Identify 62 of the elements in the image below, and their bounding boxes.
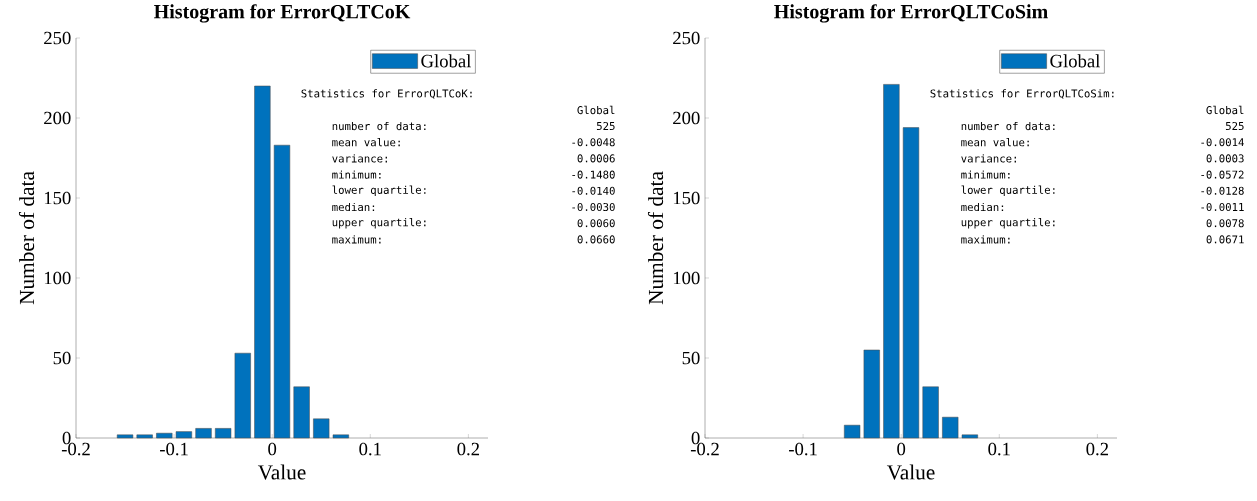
annotation: maximum:: [961, 235, 1010, 244]
x-tick-label: 0.1: [359, 442, 381, 456]
x-tick-label: 0.2: [457, 442, 480, 456]
y-tick-label: 100: [44, 271, 71, 285]
text: -0.0128: [1201, 186, 1244, 195]
text: 0.0671: [1206, 235, 1244, 244]
text: 0.0006: [577, 154, 615, 163]
x-axis-title: Value: [886, 464, 935, 480]
y-tick-label: 50: [682, 351, 700, 365]
text: -0.0048: [572, 138, 615, 147]
text: -0.0572: [1201, 170, 1244, 179]
annotation: lower quartile:: [332, 185, 426, 196]
text: Global: [577, 105, 615, 115]
annotation: variance:: [961, 154, 1016, 163]
text: -0.0140: [572, 186, 615, 195]
y-axis-title: Number of data: [647, 171, 664, 305]
annotation: mean value:: [332, 138, 400, 147]
text: 0.0660: [577, 235, 615, 244]
y-axis-title: Number of data: [18, 171, 35, 305]
y-tick-label: 200: [673, 111, 700, 125]
y-tick-label: 250: [673, 31, 700, 45]
text: -0.0011: [1201, 202, 1244, 212]
legend-label: Global: [421, 54, 471, 68]
annotation: variance:: [332, 154, 387, 163]
annotation: mean value:: [961, 138, 1029, 147]
annotation: upper quartile:: [332, 218, 426, 229]
x-tick-label: 0: [897, 442, 906, 456]
annotation: lower quartile:: [961, 185, 1055, 196]
annotation: median:: [332, 202, 375, 212]
annotation: maximum:: [332, 235, 381, 244]
y-tick-label: 200: [44, 111, 71, 125]
y-tick-label: 100: [673, 271, 700, 285]
annotation: Statistics for ErrorQLTCoK:: [301, 89, 472, 99]
annotation: number of data:: [332, 121, 426, 131]
text: 0.0003: [1206, 154, 1244, 163]
x-tick-label: 0.2: [1086, 442, 1109, 456]
annotation: upper quartile:: [961, 218, 1055, 229]
x-tick-label: 0: [268, 442, 277, 456]
x-tick-label: -0.1: [789, 442, 817, 456]
text: 525: [596, 121, 615, 131]
y-tick-label: 50: [53, 351, 71, 365]
annotation: median:: [961, 202, 1004, 212]
legend-label: Global: [1050, 54, 1100, 68]
text: 0.0060: [577, 219, 615, 228]
annotation: Statistics for ErrorQLTCoSim:: [930, 89, 1114, 99]
y-tick-label: 150: [673, 191, 700, 205]
y-tick-label: 250: [44, 31, 71, 45]
text: -0.0014: [1201, 138, 1244, 147]
text: 0.0078: [1206, 219, 1244, 228]
text: -0.0030: [572, 202, 615, 212]
annotation: number of data:: [961, 121, 1055, 131]
annotation: minimum:: [961, 170, 1010, 179]
x-tick-label: 0.1: [988, 442, 1010, 456]
annotation: minimum:: [332, 170, 381, 179]
chart-title: Histogram for ErrorQLTCoK: [154, 4, 411, 23]
text: -0.1480: [572, 170, 615, 179]
y-tick-label: 150: [44, 191, 71, 205]
text: Global: [1206, 105, 1244, 115]
chart-title: Histogram for ErrorQLTCoSim: [774, 4, 1048, 23]
x-axis-title: Value: [257, 464, 306, 480]
x-tick-label: -0.1: [160, 442, 188, 456]
text: 525: [1225, 121, 1244, 131]
